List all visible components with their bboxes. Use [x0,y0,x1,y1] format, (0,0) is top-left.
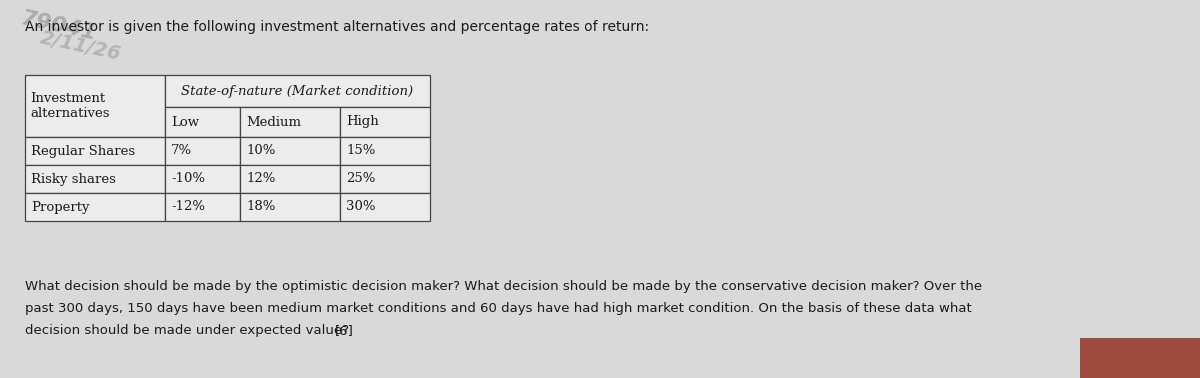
Bar [25,193,166,221]
Bar [340,137,430,165]
Text: Medium: Medium [246,116,301,129]
Text: 18%: 18% [246,200,275,214]
Text: High: High [346,116,379,129]
Bar [240,165,340,193]
Bar [240,193,340,221]
Text: An investor is given the following investment alternatives and percentage rates : An investor is given the following inves… [25,20,649,34]
Bar [240,107,340,137]
Text: Investment
alternatives: Investment alternatives [30,92,109,120]
Bar [25,137,166,165]
Bar [166,193,240,221]
Text: 15%: 15% [346,144,376,158]
Bar [166,107,240,137]
Text: Regular Shares: Regular Shares [31,144,136,158]
Bar [166,137,240,165]
Text: Risky shares: Risky shares [31,172,116,186]
Bar [1080,338,1200,378]
Text: 10%: 10% [246,144,275,158]
Bar [240,137,340,165]
Text: Low: Low [172,116,199,129]
Bar [25,165,166,193]
Bar [340,193,430,221]
Text: -12%: -12% [172,200,205,214]
Text: 7%: 7% [172,144,192,158]
Text: Property: Property [31,200,90,214]
Text: [6]: [6] [335,324,354,337]
Text: 2/11/26: 2/11/26 [38,28,122,64]
Text: 30%: 30% [346,200,376,214]
Text: 79041: 79041 [18,8,98,44]
Text: -10%: -10% [172,172,205,186]
Bar [25,75,166,137]
Text: decision should be made under expected value?: decision should be made under expected v… [25,324,349,337]
Bar [166,165,240,193]
Text: past 300 days, 150 days have been medium market conditions and 60 days have had : past 300 days, 150 days have been medium… [25,302,972,315]
Text: 25%: 25% [346,172,376,186]
Bar [340,165,430,193]
Bar [340,107,430,137]
Text: State-of-nature (Market condition): State-of-nature (Market condition) [181,85,414,98]
Bar [166,75,430,107]
Text: 12%: 12% [246,172,275,186]
Text: What decision should be made by the optimistic decision maker? What decision sho: What decision should be made by the opti… [25,280,982,293]
